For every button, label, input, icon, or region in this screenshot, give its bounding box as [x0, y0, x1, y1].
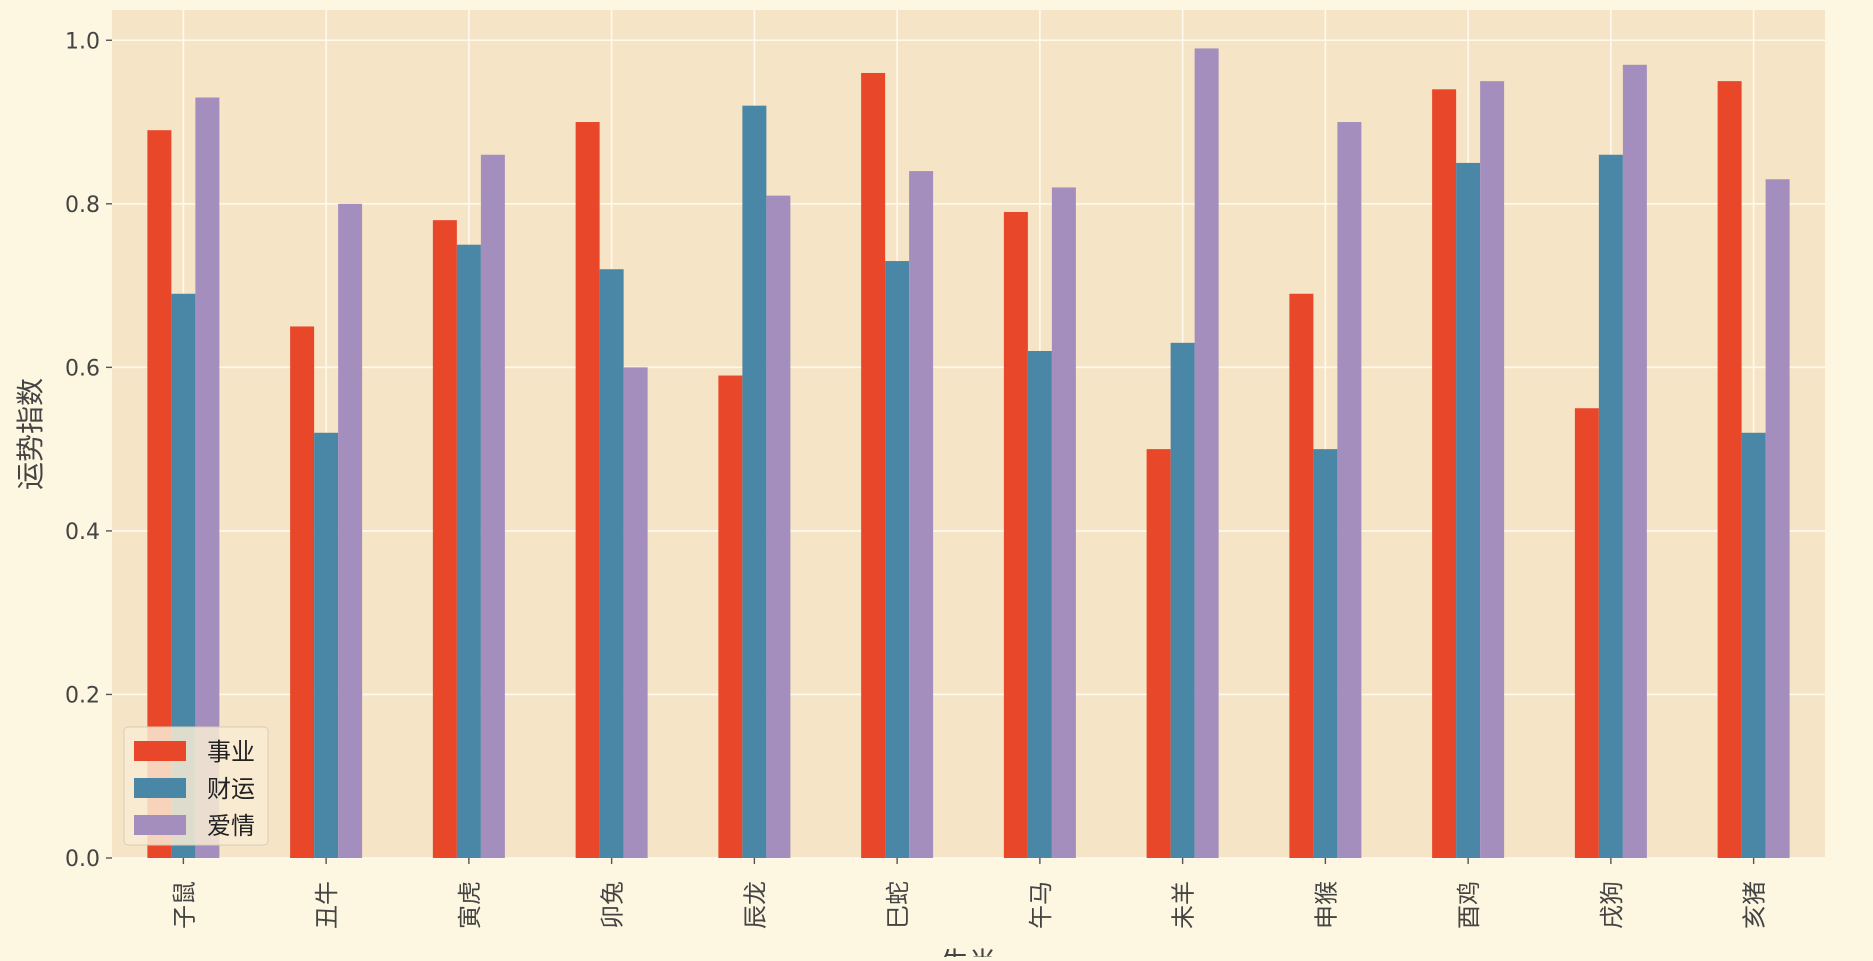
x-tick-label: 巳蛇 — [884, 881, 912, 929]
bar-财运-未羊 — [1170, 342, 1195, 858]
x-tick-label: 申猴 — [1312, 881, 1340, 929]
bar-爱情-寅虎 — [480, 154, 505, 858]
x-tick-label: 未羊 — [1170, 881, 1198, 929]
bar-事业-未羊 — [1146, 449, 1171, 858]
bar-财运-申猴 — [1313, 449, 1338, 858]
bar-爱情-辰龙 — [766, 195, 791, 858]
y-tick-label: 0.8 — [65, 193, 100, 218]
x-tick-label: 卯兔 — [599, 881, 627, 929]
legend-swatch-事业 — [134, 741, 186, 761]
bar-事业-丑牛 — [290, 326, 315, 858]
bar-爱情-戌狗 — [1622, 64, 1647, 858]
y-tick-label: 1.0 — [65, 29, 100, 54]
x-tick-label: 子鼠 — [170, 881, 198, 929]
bar-爱情-丑牛 — [338, 203, 363, 859]
x-tick-label: 午马 — [1027, 881, 1055, 929]
y-tick-label: 0.2 — [65, 683, 100, 708]
bar-爱情-未羊 — [1194, 48, 1219, 858]
bar-事业-寅虎 — [432, 220, 457, 858]
bar-财运-丑牛 — [314, 432, 339, 858]
bar-财运-卯兔 — [599, 269, 624, 858]
y-tick-label: 0.6 — [65, 356, 100, 381]
x-tick-label: 辰龙 — [741, 881, 769, 929]
y-tick-label: 0.4 — [65, 520, 100, 545]
bar-事业-申猴 — [1289, 293, 1314, 859]
legend-label-爱情: 爱情 — [207, 812, 255, 840]
bar-财运-午马 — [1027, 350, 1052, 858]
bar-事业-卯兔 — [575, 122, 600, 858]
bar-财运-寅虎 — [456, 244, 481, 858]
bar-事业-巳蛇 — [861, 72, 886, 858]
x-tick-label: 寅虎 — [456, 881, 484, 929]
bar-爱情-巳蛇 — [909, 171, 934, 859]
bar-事业-亥猪 — [1717, 81, 1742, 859]
bar-财运-辰龙 — [742, 105, 767, 859]
x-tick-label: 亥猪 — [1741, 881, 1769, 929]
y-tick-label: 0.0 — [65, 847, 100, 872]
bar-爱情-亥猪 — [1765, 179, 1790, 859]
bar-财运-酉鸡 — [1456, 162, 1481, 858]
x-tick-label: 戌狗 — [1598, 881, 1626, 929]
bar-事业-酉鸡 — [1432, 89, 1457, 859]
bar-财运-亥猪 — [1741, 432, 1766, 858]
bar-财运-戌狗 — [1598, 154, 1623, 858]
legend-swatch-爱情 — [134, 815, 186, 835]
x-tick-label: 酉鸡 — [1455, 881, 1483, 929]
legend-label-事业: 事业 — [207, 738, 255, 766]
legend-label-财运: 财运 — [207, 775, 255, 803]
bar-爱情-卯兔 — [623, 367, 648, 858]
bar-财运-巳蛇 — [885, 261, 910, 858]
bar-爱情-酉鸡 — [1480, 81, 1505, 859]
bar-事业-戌狗 — [1574, 408, 1599, 858]
bar-事业-辰龙 — [718, 375, 743, 858]
bar-事业-午马 — [1003, 211, 1028, 858]
x-tick-label: 丑牛 — [313, 881, 341, 929]
y-axis-label: 运势指数 — [14, 378, 47, 490]
x-axis-label: 生肖 — [940, 946, 996, 957]
bar-爱情-申猴 — [1337, 122, 1362, 858]
plot-area — [112, 10, 1825, 858]
legend-swatch-财运 — [134, 778, 186, 798]
bar-爱情-午马 — [1051, 187, 1076, 859]
